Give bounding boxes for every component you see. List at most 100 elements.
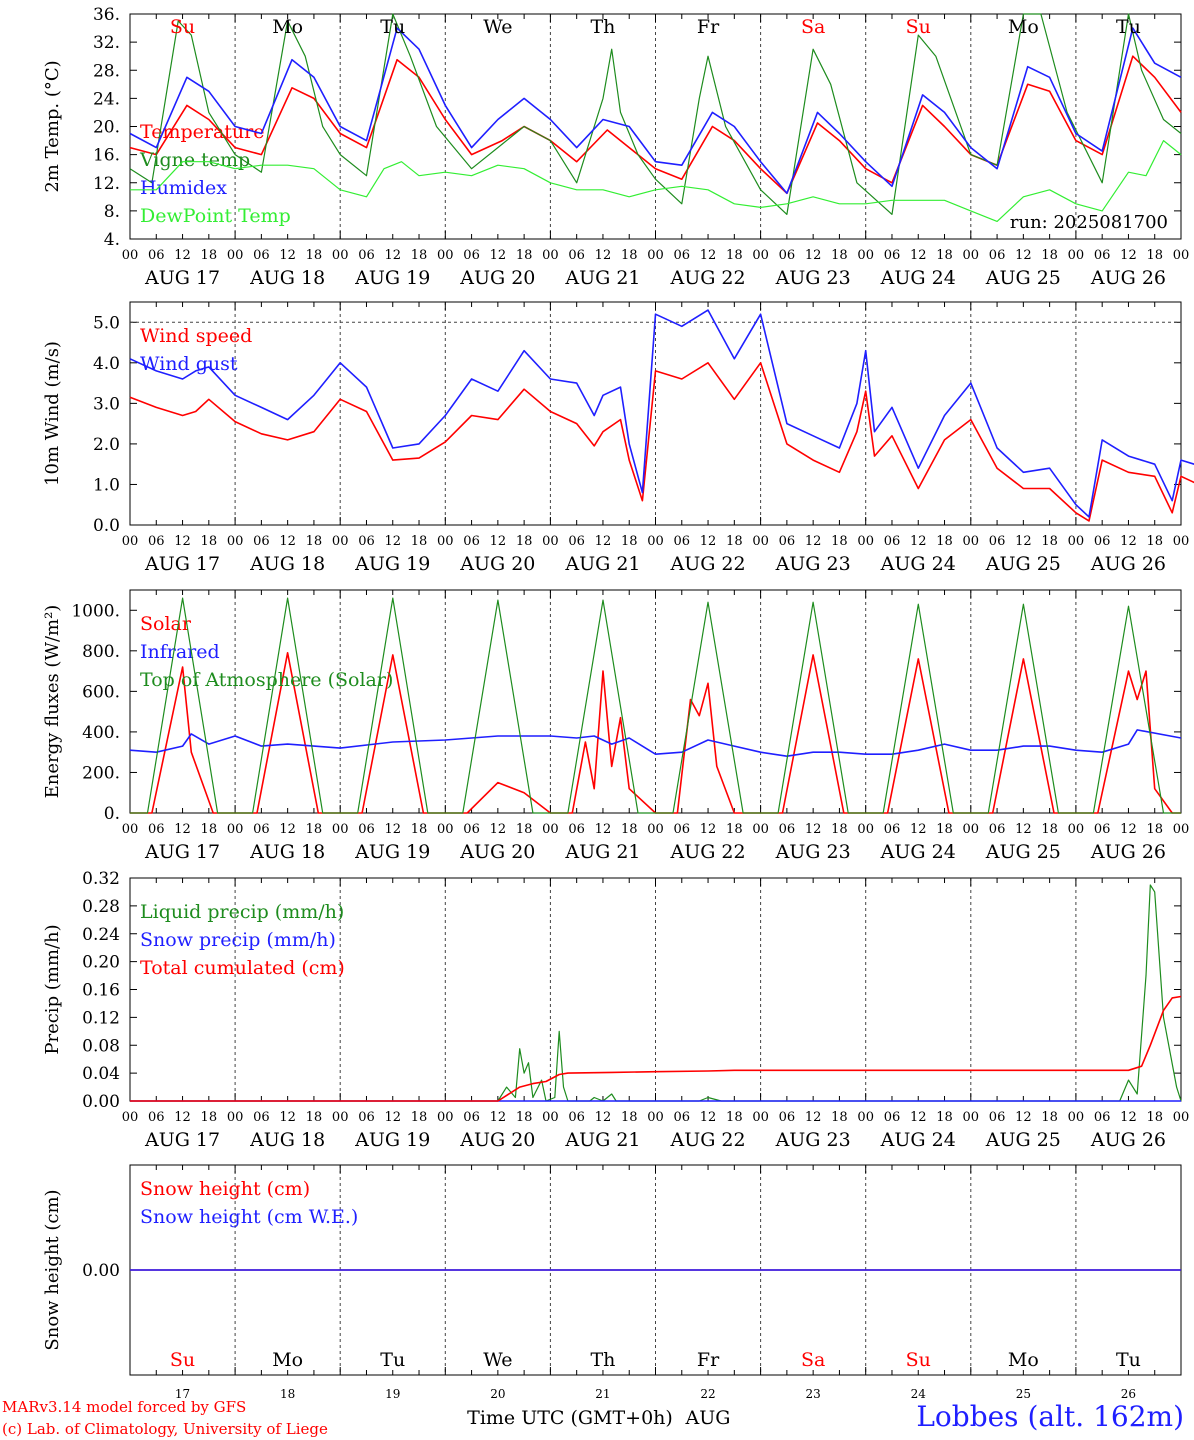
hour-tick-label: 06 [884,822,901,837]
weekday-label: Mo [272,1349,303,1371]
hour-tick-label: 06 [568,248,585,263]
weekday-label: Mo [1008,1349,1039,1371]
y-tick-label: 0.00 [82,1092,120,1112]
hour-tick-label: 06 [148,822,165,837]
hour-tick-label: 18 [726,1110,743,1125]
hour-tick-label: 00 [647,1110,664,1125]
hour-tick-label: 12 [595,822,612,837]
y-tick-label: 0.32 [82,869,120,889]
legend-entry: Liquid precip (mm/h) [140,901,344,923]
hour-tick-label: 18 [621,248,638,263]
hour-tick-label: 12 [174,822,191,837]
hour-tick-label: 06 [358,822,375,837]
series-line-0-0 [129,55,1182,195]
y-tick-label: 28. [93,61,120,81]
y-axis-label: Precip (mm/h) [42,924,63,1054]
date-label: AUG 25 [985,553,1061,575]
hour-tick-label: 18 [936,822,953,837]
hour-tick-label: 12 [805,1110,822,1125]
hour-tick-label: 00 [647,822,664,837]
hour-tick-label: 00 [1068,1110,1085,1125]
date-label: AUG 25 [985,1129,1061,1151]
hour-tick-label: 06 [568,534,585,549]
date-label: AUG 21 [564,553,640,575]
hour-tick-label: 18 [936,534,953,549]
hour-tick-label: 06 [674,1110,691,1125]
y-tick-label: 0.16 [82,981,120,1001]
hour-tick-label: 18 [831,534,848,549]
legend-entry: Humidex [140,177,227,199]
x-axis-title: Time UTC (GMT+0h) [467,1407,673,1429]
hour-tick-label: 06 [884,1110,901,1125]
hour-tick-label: 06 [1094,248,1111,263]
y-tick-label: 36. [93,5,120,25]
date-label: AUG 24 [880,1129,956,1151]
hour-tick-label: 06 [884,534,901,549]
hour-tick-label: 18 [201,248,218,263]
hour-tick-label: 18 [831,1110,848,1125]
hour-tick-label: 00 [857,248,874,263]
date-label: AUG 20 [459,841,535,863]
series-line-3-0 [130,884,1182,1102]
date-label: AUG 20 [459,1129,535,1151]
series-line-1-1 [129,309,1194,518]
hour-tick-label: 06 [253,1110,270,1125]
weekday-label: Sa [801,1349,825,1371]
hour-tick-label: 18 [621,1110,638,1125]
hour-tick-label: 00 [752,534,769,549]
day-number-label: 24 [911,1387,927,1401]
hour-tick-label: 00 [122,248,139,263]
hour-tick-label: 18 [411,534,428,549]
hour-tick-label: 18 [201,1110,218,1125]
y-tick-label: 4. [104,230,120,250]
hour-tick-label: 18 [411,248,428,263]
hour-tick-label: 12 [595,1110,612,1125]
lab-credit: (c) Lab. of Climatology, University of L… [2,1420,328,1438]
weekday-label: Fr [697,1349,720,1371]
hour-tick-label: 12 [805,248,822,263]
y-tick-label: 0.24 [82,925,120,945]
legend-entry: Snow height (cm) [140,1178,310,1200]
day-number-label: 26 [1121,1387,1136,1401]
hour-tick-label: 12 [174,248,191,263]
day-number-label: 17 [175,1387,190,1401]
y-tick-label: 400. [82,723,120,743]
hour-tick-label: 06 [358,1110,375,1125]
date-label: AUG 22 [669,841,745,863]
hour-tick-label: 18 [936,1110,953,1125]
hour-tick-label: 06 [674,822,691,837]
series-line-1-0 [129,361,1194,522]
hour-tick-label: 12 [910,822,927,837]
hour-tick-label: 00 [332,534,349,549]
hour-tick-label: 18 [411,1110,428,1125]
date-label: AUG 24 [880,267,956,289]
hour-tick-label: 00 [542,822,559,837]
hour-tick-label: 18 [726,534,743,549]
hour-tick-label: 12 [1015,1110,1032,1125]
series-line-3-2 [130,995,1182,1102]
date-label: AUG 26 [1090,267,1166,289]
hour-tick-label: 06 [1094,534,1111,549]
day-number-label: 19 [385,1387,400,1401]
hour-tick-label: 12 [490,822,507,837]
hour-tick-label: 12 [595,248,612,263]
hour-tick-label: 06 [674,248,691,263]
hour-tick-label: 12 [384,248,401,263]
hour-tick-label: 00 [122,822,139,837]
date-label: AUG 26 [1090,553,1166,575]
hour-tick-label: 00 [332,1110,349,1125]
hour-tick-label: 12 [700,822,717,837]
hour-tick-label: 00 [542,248,559,263]
weekday-label: Th [590,1349,615,1371]
y-tick-label: 0. [104,804,120,824]
hour-tick-label: 18 [306,1110,323,1125]
station-label: Lobbes (alt. 162m) [916,1400,1184,1433]
hour-tick-label: 18 [516,534,533,549]
y-axis-label: 10m Wind (m/s) [42,341,63,486]
hour-tick-label: 06 [1094,822,1111,837]
weekday-label: Tu [380,16,405,38]
hour-tick-label: 00 [963,822,980,837]
legend-entry: Total cumulated (cm) [140,957,345,979]
hour-tick-label: 18 [306,822,323,837]
hour-tick-label: 06 [148,1110,165,1125]
